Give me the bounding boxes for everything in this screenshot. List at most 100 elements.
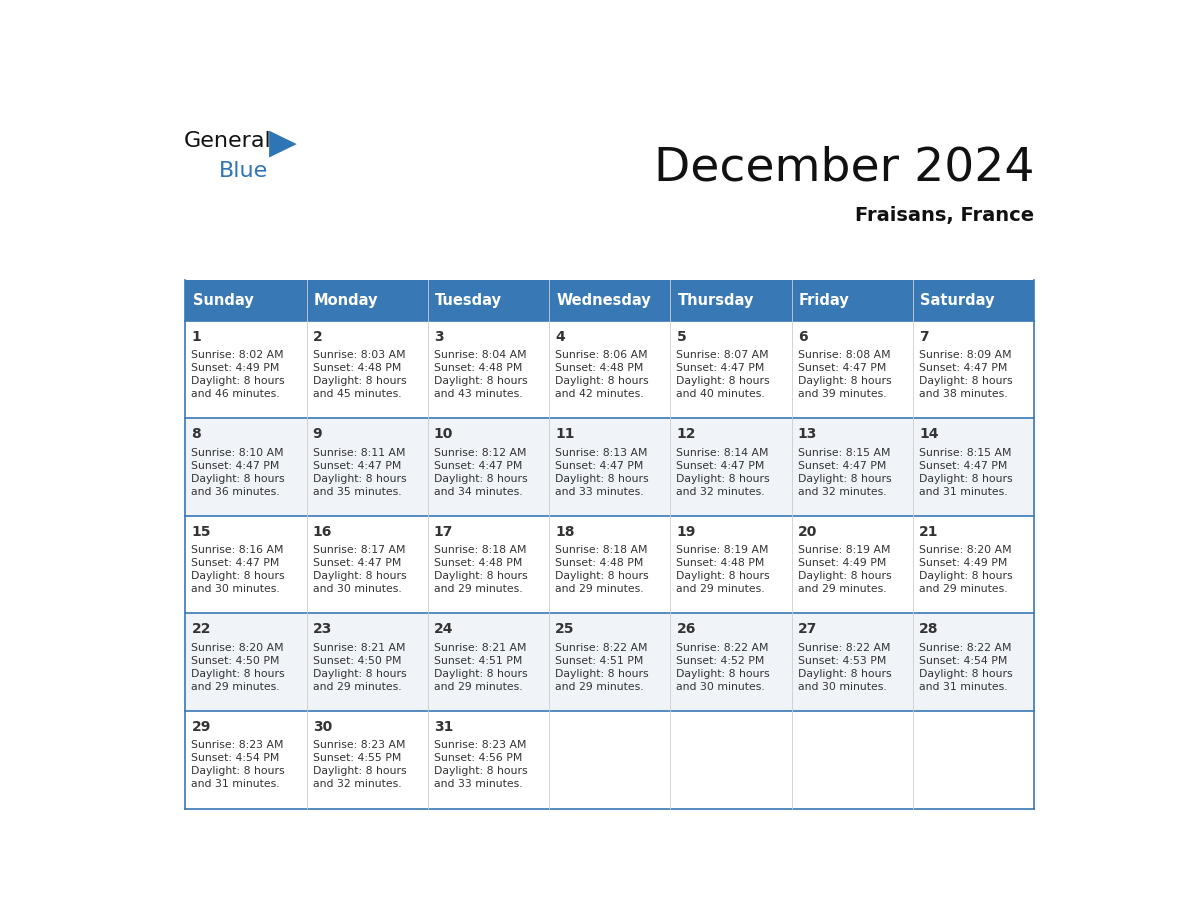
FancyBboxPatch shape: [549, 320, 670, 419]
Text: 18: 18: [555, 525, 575, 539]
Text: Sunrise: 8:18 AM
Sunset: 4:48 PM
Daylight: 8 hours
and 29 minutes.: Sunrise: 8:18 AM Sunset: 4:48 PM Dayligh…: [555, 545, 649, 594]
FancyBboxPatch shape: [307, 613, 428, 711]
Text: Sunrise: 8:22 AM
Sunset: 4:54 PM
Daylight: 8 hours
and 31 minutes.: Sunrise: 8:22 AM Sunset: 4:54 PM Dayligh…: [920, 643, 1012, 692]
FancyBboxPatch shape: [185, 419, 307, 516]
Text: Sunrise: 8:19 AM
Sunset: 4:49 PM
Daylight: 8 hours
and 29 minutes.: Sunrise: 8:19 AM Sunset: 4:49 PM Dayligh…: [797, 545, 891, 594]
Text: Sunrise: 8:21 AM
Sunset: 4:51 PM
Daylight: 8 hours
and 29 minutes.: Sunrise: 8:21 AM Sunset: 4:51 PM Dayligh…: [434, 643, 527, 692]
FancyBboxPatch shape: [549, 419, 670, 516]
Text: Tuesday: Tuesday: [435, 293, 503, 308]
Text: Sunrise: 8:16 AM
Sunset: 4:47 PM
Daylight: 8 hours
and 30 minutes.: Sunrise: 8:16 AM Sunset: 4:47 PM Dayligh…: [191, 545, 285, 594]
FancyBboxPatch shape: [791, 419, 912, 516]
FancyBboxPatch shape: [912, 320, 1035, 419]
Text: Thursday: Thursday: [677, 293, 754, 308]
FancyBboxPatch shape: [428, 280, 549, 320]
Text: Sunrise: 8:22 AM
Sunset: 4:53 PM
Daylight: 8 hours
and 30 minutes.: Sunrise: 8:22 AM Sunset: 4:53 PM Dayligh…: [797, 643, 891, 692]
Text: Sunday: Sunday: [192, 293, 253, 308]
Text: Sunrise: 8:07 AM
Sunset: 4:47 PM
Daylight: 8 hours
and 40 minutes.: Sunrise: 8:07 AM Sunset: 4:47 PM Dayligh…: [676, 350, 770, 399]
Text: Friday: Friday: [800, 293, 849, 308]
FancyBboxPatch shape: [185, 613, 307, 711]
Text: 10: 10: [434, 427, 454, 442]
Text: 27: 27: [797, 622, 817, 636]
Text: 22: 22: [191, 622, 211, 636]
FancyBboxPatch shape: [428, 516, 549, 613]
Text: Sunrise: 8:20 AM
Sunset: 4:49 PM
Daylight: 8 hours
and 29 minutes.: Sunrise: 8:20 AM Sunset: 4:49 PM Dayligh…: [920, 545, 1012, 594]
FancyBboxPatch shape: [428, 613, 549, 711]
Text: 28: 28: [920, 622, 939, 636]
Text: Fraisans, France: Fraisans, France: [855, 206, 1035, 225]
FancyBboxPatch shape: [185, 711, 307, 809]
Text: Blue: Blue: [219, 161, 267, 181]
Text: 20: 20: [797, 525, 817, 539]
Text: 14: 14: [920, 427, 939, 442]
Text: Saturday: Saturday: [921, 293, 994, 308]
FancyBboxPatch shape: [549, 711, 670, 809]
Text: 3: 3: [434, 330, 443, 343]
FancyBboxPatch shape: [549, 613, 670, 711]
FancyBboxPatch shape: [307, 711, 428, 809]
Text: Sunrise: 8:23 AM
Sunset: 4:56 PM
Daylight: 8 hours
and 33 minutes.: Sunrise: 8:23 AM Sunset: 4:56 PM Dayligh…: [434, 740, 527, 789]
Text: 30: 30: [312, 720, 331, 733]
FancyBboxPatch shape: [912, 516, 1035, 613]
FancyBboxPatch shape: [791, 516, 912, 613]
Text: 13: 13: [797, 427, 817, 442]
Text: Sunrise: 8:10 AM
Sunset: 4:47 PM
Daylight: 8 hours
and 36 minutes.: Sunrise: 8:10 AM Sunset: 4:47 PM Dayligh…: [191, 448, 285, 497]
Text: 17: 17: [434, 525, 454, 539]
FancyBboxPatch shape: [670, 419, 791, 516]
Text: 16: 16: [312, 525, 331, 539]
Text: Sunrise: 8:09 AM
Sunset: 4:47 PM
Daylight: 8 hours
and 38 minutes.: Sunrise: 8:09 AM Sunset: 4:47 PM Dayligh…: [920, 350, 1012, 399]
FancyBboxPatch shape: [428, 419, 549, 516]
FancyBboxPatch shape: [428, 320, 549, 419]
Text: Sunrise: 8:18 AM
Sunset: 4:48 PM
Daylight: 8 hours
and 29 minutes.: Sunrise: 8:18 AM Sunset: 4:48 PM Dayligh…: [434, 545, 527, 594]
FancyBboxPatch shape: [549, 280, 670, 320]
Text: 2: 2: [312, 330, 322, 343]
Text: 9: 9: [312, 427, 322, 442]
Text: 1: 1: [191, 330, 201, 343]
FancyBboxPatch shape: [912, 280, 1035, 320]
Text: 8: 8: [191, 427, 201, 442]
FancyBboxPatch shape: [549, 516, 670, 613]
Text: 4: 4: [555, 330, 565, 343]
FancyBboxPatch shape: [307, 320, 428, 419]
FancyBboxPatch shape: [912, 711, 1035, 809]
Text: 26: 26: [676, 622, 696, 636]
Text: 5: 5: [676, 330, 687, 343]
FancyBboxPatch shape: [791, 280, 912, 320]
Text: Sunrise: 8:02 AM
Sunset: 4:49 PM
Daylight: 8 hours
and 46 minutes.: Sunrise: 8:02 AM Sunset: 4:49 PM Dayligh…: [191, 350, 285, 399]
Text: 7: 7: [920, 330, 929, 343]
Text: Sunrise: 8:15 AM
Sunset: 4:47 PM
Daylight: 8 hours
and 32 minutes.: Sunrise: 8:15 AM Sunset: 4:47 PM Dayligh…: [797, 448, 891, 497]
Text: 24: 24: [434, 622, 454, 636]
FancyBboxPatch shape: [791, 320, 912, 419]
Text: Sunrise: 8:22 AM
Sunset: 4:51 PM
Daylight: 8 hours
and 29 minutes.: Sunrise: 8:22 AM Sunset: 4:51 PM Dayligh…: [555, 643, 649, 692]
Text: Sunrise: 8:23 AM
Sunset: 4:55 PM
Daylight: 8 hours
and 32 minutes.: Sunrise: 8:23 AM Sunset: 4:55 PM Dayligh…: [312, 740, 406, 789]
Text: Sunrise: 8:08 AM
Sunset: 4:47 PM
Daylight: 8 hours
and 39 minutes.: Sunrise: 8:08 AM Sunset: 4:47 PM Dayligh…: [797, 350, 891, 399]
Text: Sunrise: 8:23 AM
Sunset: 4:54 PM
Daylight: 8 hours
and 31 minutes.: Sunrise: 8:23 AM Sunset: 4:54 PM Dayligh…: [191, 740, 285, 789]
FancyBboxPatch shape: [670, 320, 791, 419]
FancyBboxPatch shape: [791, 711, 912, 809]
Text: 21: 21: [920, 525, 939, 539]
FancyBboxPatch shape: [670, 711, 791, 809]
FancyBboxPatch shape: [791, 613, 912, 711]
Text: Sunrise: 8:19 AM
Sunset: 4:48 PM
Daylight: 8 hours
and 29 minutes.: Sunrise: 8:19 AM Sunset: 4:48 PM Dayligh…: [676, 545, 770, 594]
Text: Sunrise: 8:21 AM
Sunset: 4:50 PM
Daylight: 8 hours
and 29 minutes.: Sunrise: 8:21 AM Sunset: 4:50 PM Dayligh…: [312, 643, 406, 692]
FancyBboxPatch shape: [912, 419, 1035, 516]
Text: Sunrise: 8:15 AM
Sunset: 4:47 PM
Daylight: 8 hours
and 31 minutes.: Sunrise: 8:15 AM Sunset: 4:47 PM Dayligh…: [920, 448, 1012, 497]
Text: 11: 11: [555, 427, 575, 442]
Text: 23: 23: [312, 622, 331, 636]
FancyBboxPatch shape: [912, 613, 1035, 711]
Text: Sunrise: 8:11 AM
Sunset: 4:47 PM
Daylight: 8 hours
and 35 minutes.: Sunrise: 8:11 AM Sunset: 4:47 PM Dayligh…: [312, 448, 406, 497]
Polygon shape: [270, 130, 297, 158]
Text: Sunrise: 8:06 AM
Sunset: 4:48 PM
Daylight: 8 hours
and 42 minutes.: Sunrise: 8:06 AM Sunset: 4:48 PM Dayligh…: [555, 350, 649, 399]
FancyBboxPatch shape: [670, 613, 791, 711]
Text: 29: 29: [191, 720, 210, 733]
Text: Sunrise: 8:12 AM
Sunset: 4:47 PM
Daylight: 8 hours
and 34 minutes.: Sunrise: 8:12 AM Sunset: 4:47 PM Dayligh…: [434, 448, 527, 497]
Text: General: General: [183, 131, 271, 151]
Text: Sunrise: 8:17 AM
Sunset: 4:47 PM
Daylight: 8 hours
and 30 minutes.: Sunrise: 8:17 AM Sunset: 4:47 PM Dayligh…: [312, 545, 406, 594]
Text: 19: 19: [676, 525, 696, 539]
Text: Sunrise: 8:22 AM
Sunset: 4:52 PM
Daylight: 8 hours
and 30 minutes.: Sunrise: 8:22 AM Sunset: 4:52 PM Dayligh…: [676, 643, 770, 692]
Text: 15: 15: [191, 525, 211, 539]
Text: December 2024: December 2024: [653, 145, 1035, 191]
FancyBboxPatch shape: [307, 280, 428, 320]
Text: Monday: Monday: [314, 293, 378, 308]
Text: Sunrise: 8:14 AM
Sunset: 4:47 PM
Daylight: 8 hours
and 32 minutes.: Sunrise: 8:14 AM Sunset: 4:47 PM Dayligh…: [676, 448, 770, 497]
Text: Sunrise: 8:03 AM
Sunset: 4:48 PM
Daylight: 8 hours
and 45 minutes.: Sunrise: 8:03 AM Sunset: 4:48 PM Dayligh…: [312, 350, 406, 399]
